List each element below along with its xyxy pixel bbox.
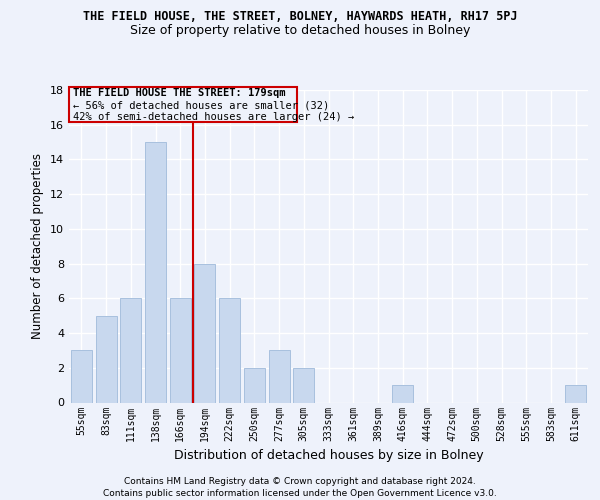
Bar — [269, 350, 290, 403]
X-axis label: Distribution of detached houses by size in Bolney: Distribution of detached houses by size … — [173, 449, 484, 462]
Bar — [145, 142, 166, 403]
Bar — [120, 298, 141, 403]
Text: Contains HM Land Registry data © Crown copyright and database right 2024.: Contains HM Land Registry data © Crown c… — [124, 477, 476, 486]
Bar — [95, 316, 116, 402]
Text: 42% of semi-detached houses are larger (24) →: 42% of semi-detached houses are larger (… — [73, 112, 355, 122]
Bar — [565, 385, 586, 402]
Text: THE FIELD HOUSE THE STREET: 179sqm: THE FIELD HOUSE THE STREET: 179sqm — [73, 88, 286, 99]
Bar — [71, 350, 92, 403]
Bar — [392, 385, 413, 402]
Bar — [293, 368, 314, 402]
Bar — [244, 368, 265, 402]
Text: Size of property relative to detached houses in Bolney: Size of property relative to detached ho… — [130, 24, 470, 37]
Text: ← 56% of detached houses are smaller (32): ← 56% of detached houses are smaller (32… — [73, 100, 329, 110]
Text: THE FIELD HOUSE, THE STREET, BOLNEY, HAYWARDS HEATH, RH17 5PJ: THE FIELD HOUSE, THE STREET, BOLNEY, HAY… — [83, 10, 517, 23]
Bar — [219, 298, 240, 403]
Bar — [170, 298, 191, 403]
Text: Contains public sector information licensed under the Open Government Licence v3: Contains public sector information licen… — [103, 488, 497, 498]
FancyBboxPatch shape — [70, 88, 297, 122]
Y-axis label: Number of detached properties: Number of detached properties — [31, 153, 44, 339]
Bar — [194, 264, 215, 402]
